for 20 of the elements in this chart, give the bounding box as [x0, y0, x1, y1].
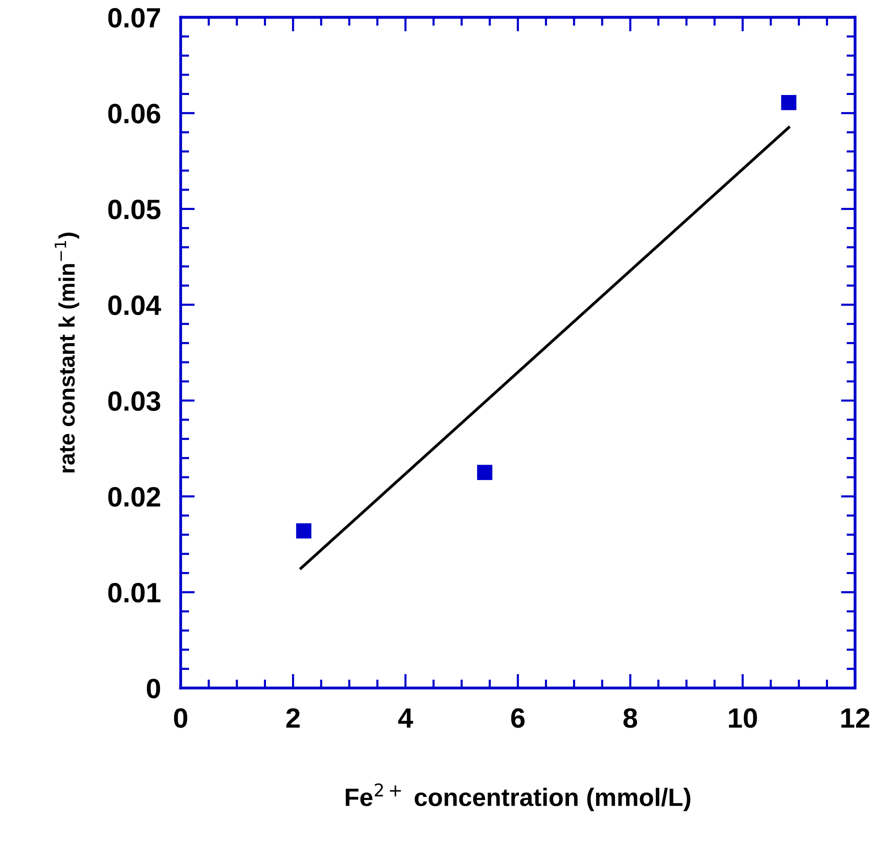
x-axis-title: Fe$^{2+}$ concentration (mmol/L)	[346, 783, 690, 812]
point	[781, 94, 796, 110]
x-tick-label: 0	[174, 708, 188, 728]
y-axis-title: rate constant k (min$^{−1}$)	[54, 232, 80, 472]
y-tick-label: 0.02	[108, 487, 160, 507]
y-tick-label: 0.01	[108, 582, 160, 603]
x-tick-label: 6	[511, 708, 525, 728]
x-tick-label: 4	[398, 708, 414, 728]
y-tick-label: 0.07	[108, 8, 160, 28]
y-tick-label: 0.06	[108, 104, 160, 124]
y-tick-label: 0	[146, 678, 160, 698]
y-tick-label: 0.05	[108, 200, 160, 220]
point	[296, 523, 312, 538]
x-tick-label: 8	[623, 708, 638, 728]
y-tick-label: 0.03	[108, 391, 160, 411]
x-tick-label: 10	[728, 708, 757, 728]
x-tick-label: 12	[841, 708, 870, 728]
x-tick-label: 2	[286, 708, 300, 728]
y-tick-label: 0.04	[108, 295, 162, 316]
point	[477, 464, 492, 480]
